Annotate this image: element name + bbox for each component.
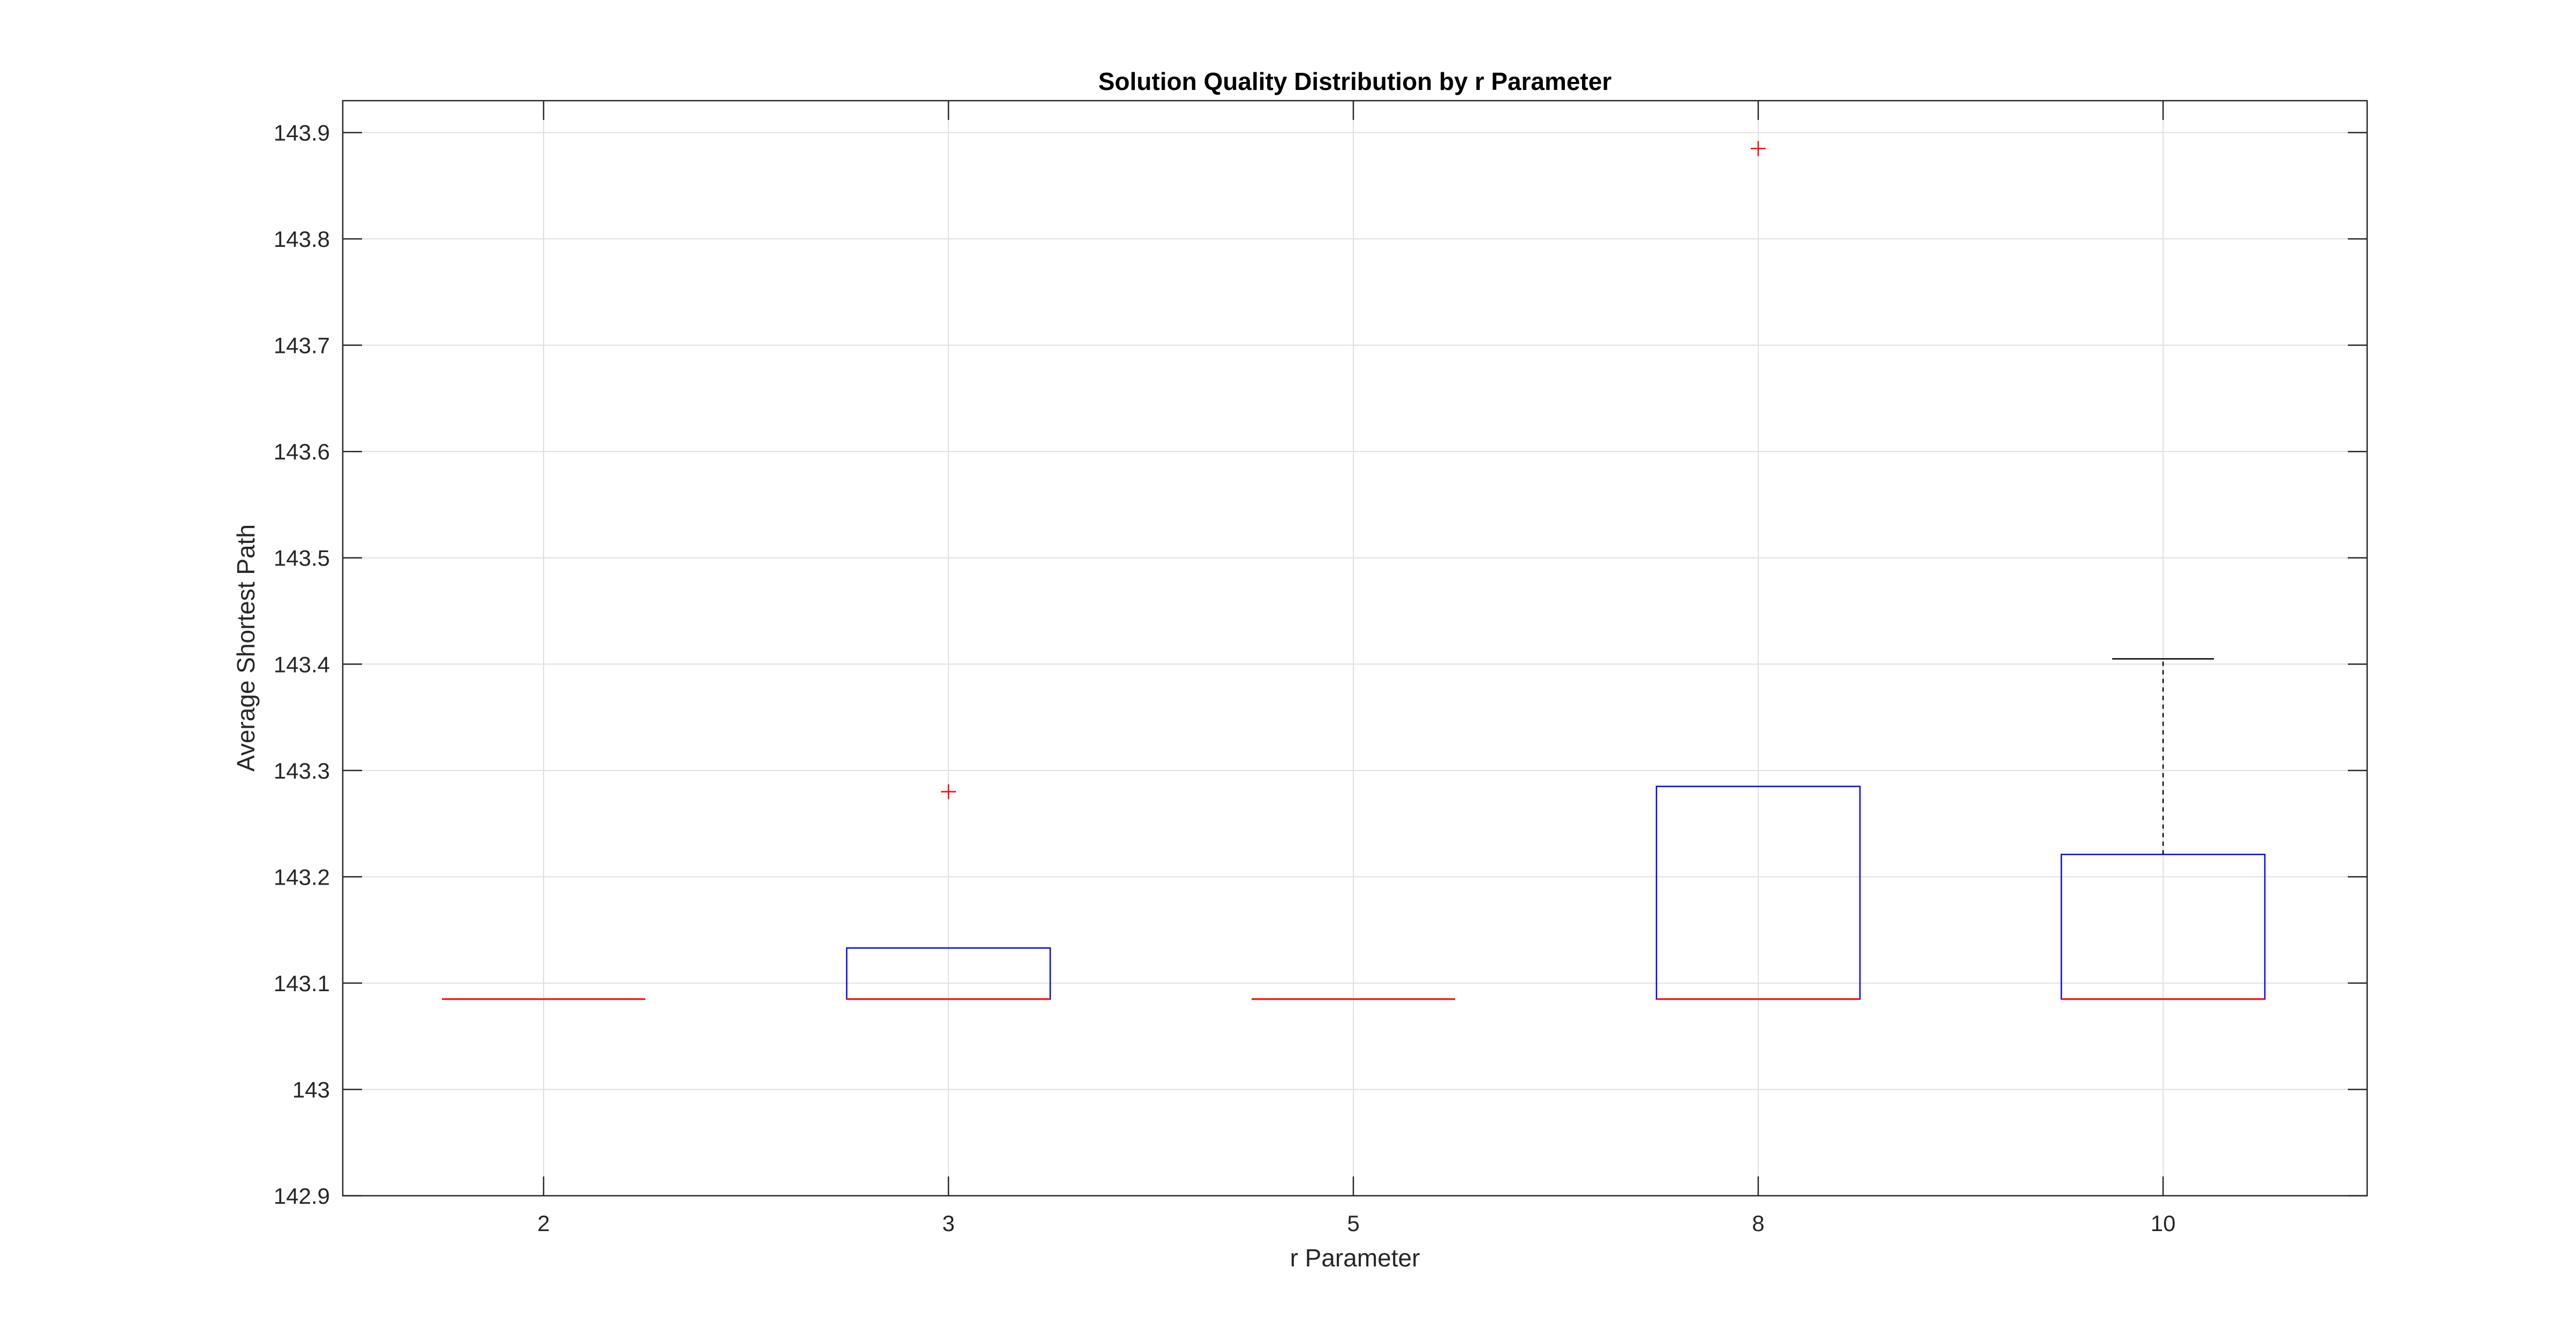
outlier-marker [941, 784, 956, 799]
y-tick-label: 143.7 [274, 333, 330, 358]
y-tick-label: 143.6 [274, 439, 330, 464]
y-tick-label: 143.8 [274, 227, 330, 252]
x-tick-label: 5 [1347, 1211, 1359, 1236]
y-tick-label: 143.2 [274, 864, 330, 889]
outlier-marker [1751, 141, 1766, 156]
box-layer [442, 141, 2266, 1000]
box-group-r-8 [1655, 141, 1861, 1000]
x-tick-label: 10 [2151, 1211, 2176, 1236]
y-tick-label: 143.4 [274, 652, 330, 677]
y-tick-label: 143.5 [274, 546, 330, 571]
y-tick-label: 143.9 [274, 120, 330, 146]
x-tick-label: 3 [942, 1211, 954, 1236]
tick-layer: 142.9 143 143.1 143.2 143.3 143.4 143.5 143.6 14… [274, 101, 2367, 1236]
x-tick-label: 8 [1752, 1211, 1764, 1236]
grid-layer [343, 101, 2367, 1196]
y-tick-label: 143.3 [274, 758, 330, 783]
box-group-r-3 [846, 784, 1051, 1000]
box-group-r-10 [2060, 658, 2266, 1000]
plot-frame [342, 100, 2368, 1197]
x-tick-label: 2 [537, 1211, 549, 1236]
y-tick-label: 142.9 [274, 1183, 330, 1209]
x-axis-label: r Parameter [1290, 1244, 1420, 1272]
chart-title: Solution Quality Distribution by r Param… [1098, 67, 1612, 95]
y-axis-label: Average Shortest Path [232, 524, 260, 772]
y-tick-label: 143 [292, 1077, 330, 1102]
y-tick-label: 143.1 [274, 971, 330, 996]
